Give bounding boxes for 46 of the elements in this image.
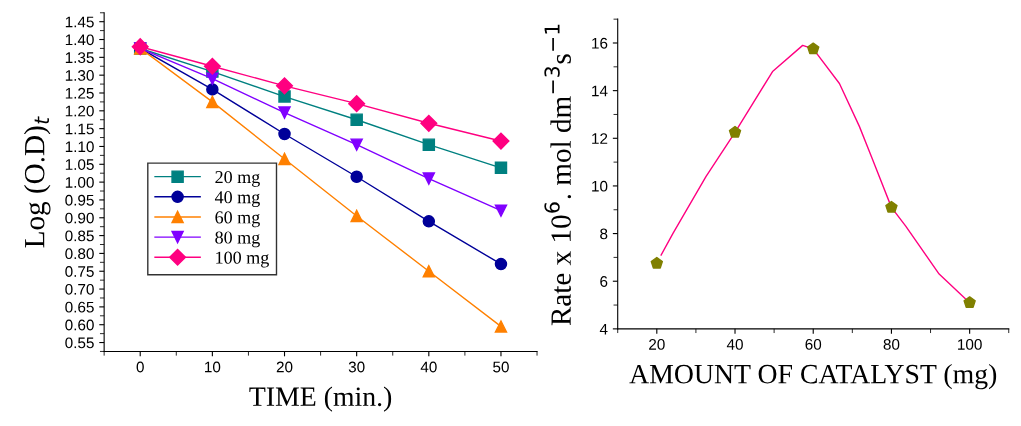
y-tick-label: 0.80 — [65, 248, 94, 260]
y-tick-label: 0.90 — [65, 212, 94, 224]
y-tick-label: 1.05 — [65, 159, 94, 170]
y-tick-label: 1.45 — [65, 16, 94, 28]
y-tick-label: 14 — [592, 85, 608, 97]
y-tick-label: 0.70 — [65, 283, 94, 295]
x-tick-label: 10 — [205, 361, 221, 373]
y-tick-label: 0.65 — [65, 301, 94, 313]
y-axis-title: Log (O.D)$_{t}$ — [23, 116, 51, 248]
x-tick-label: 50 — [493, 361, 509, 373]
y-tick-label: 6 — [600, 276, 608, 287]
y-tick-label: 1.10 — [65, 141, 94, 153]
legend-label: 40 mg — [214, 191, 260, 208]
x-tick-label: 60 — [805, 339, 822, 350]
legend-label: 60 mg — [215, 211, 260, 228]
y-tick-label: 0.60 — [65, 319, 94, 331]
y-tick-label: 1.00 — [65, 176, 94, 188]
y-tick-label: 0.55 — [65, 337, 94, 349]
x-tick-label: 30 — [348, 361, 365, 373]
legend-label: 100 mg — [216, 251, 269, 268]
y-tick-label: 1.25 — [65, 87, 94, 99]
x-axis-title: AMOUNT OF CATALYST (mg) — [629, 363, 997, 390]
y-tick-label: 1.35 — [65, 52, 94, 64]
x-tick-label: 40 — [420, 361, 437, 373]
y-tick-label: 1.30 — [65, 70, 94, 81]
x-tick-label: 0 — [136, 361, 144, 373]
x-axis-title: TIME (min.) — [249, 386, 392, 412]
legend-label: 20 mg — [215, 170, 260, 187]
y-tick-label: 16 — [592, 37, 608, 49]
y-tick-label: 8 — [600, 228, 608, 240]
y-tick-label: 0.75 — [65, 266, 94, 277]
y-axis-title: Rate x 10$^{6}$. mol dm$^{−3}$s$^{−1}$ — [544, 24, 572, 326]
y-tick-label: 0.95 — [65, 194, 94, 206]
x-tick-label: 40 — [726, 339, 743, 350]
y-tick-label: 1.20 — [65, 105, 94, 117]
y-tick-label: 12 — [592, 133, 608, 144]
y-tick-label: 10 — [592, 180, 608, 192]
y-tick-label: 1.40 — [65, 34, 94, 46]
x-tick-label: 20 — [276, 361, 293, 373]
x-tick-label: 20 — [649, 339, 665, 350]
y-tick-label: 0.85 — [65, 230, 94, 242]
x-tick-label: 80 — [883, 339, 900, 350]
y-tick-label: 4 — [599, 323, 608, 335]
x-tick-label: 100 — [958, 339, 982, 350]
y-tick-label: 1.15 — [65, 123, 94, 135]
legend-label: 80 mg — [215, 231, 260, 248]
